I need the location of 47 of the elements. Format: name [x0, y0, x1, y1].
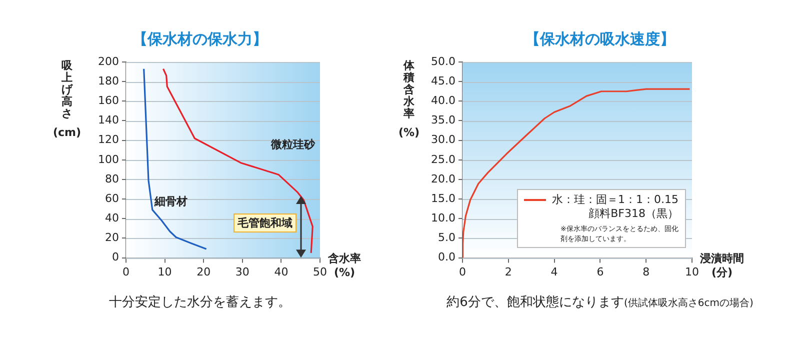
y-tick-label: 20 — [104, 231, 119, 244]
y-tick-label: 40 — [104, 212, 119, 224]
series-label: 微粒珪砂 — [270, 136, 315, 152]
y-tick-label: 200 — [98, 54, 119, 68]
x-tick-label: 0 — [458, 265, 466, 278]
text: 約6分で、飽和状態になります — [446, 295, 624, 310]
y-tick-label: 35.0 — [430, 114, 456, 127]
x-tick-label: 4 — [550, 265, 558, 278]
x-axis-title: 浸漬時間 (分) — [700, 252, 744, 280]
y-tick-label: 80 — [104, 172, 119, 186]
x-tick-label: 6 — [596, 265, 604, 278]
y-tick-label: 10.0 — [430, 212, 456, 224]
x-tick-label: 40 — [274, 265, 288, 278]
y-axis-title: 体積含水率 (%) — [397, 59, 421, 139]
y-tick-label: 25.0 — [430, 152, 456, 166]
x-axis-title: 含水率 (%) — [328, 252, 361, 280]
x-tick-label: 50 — [313, 265, 327, 278]
y-tick-label: 0.0 — [438, 250, 456, 264]
legend-label: 水：珪：固＝1：1：0.15 顔料BF318（黒） — [552, 192, 678, 221]
y-tick-label: 50.0 — [430, 54, 456, 68]
y-tick-label: 60 — [104, 192, 119, 205]
y-tick-label: 120 — [98, 133, 119, 146]
annotation: 毛管飽和域 — [234, 213, 297, 232]
chart-title: 【保水材の保水力】 — [132, 30, 268, 49]
y-tick-label: 30.0 — [430, 133, 456, 146]
y-tick-label: 20.0 — [430, 172, 456, 186]
y-tick-label: 160 — [98, 94, 119, 108]
y-tick-label: 140 — [98, 114, 119, 127]
x-tick-label: 10 — [685, 265, 699, 278]
text: (供試体吸水高さ6cmの場合) — [624, 298, 754, 309]
y-tick-label: 100 — [98, 152, 119, 166]
y-tick-label: 15.0 — [430, 192, 456, 205]
y-tick-label: 45.0 — [430, 74, 456, 88]
x-tick-label: 8 — [642, 265, 650, 278]
y-tick-label: 40.0 — [430, 94, 456, 108]
chart-title: 【保水材の吸水速度】 — [524, 30, 676, 49]
x-tick-label: 20 — [196, 265, 211, 278]
x-tick-label: 0 — [122, 265, 130, 278]
y-tick-label: 180 — [98, 74, 119, 88]
x-tick-label: 10 — [158, 265, 172, 278]
x-tick-label: 30 — [235, 265, 250, 278]
series-label: 細骨材 — [154, 194, 188, 210]
y-tick-label: 5.0 — [438, 231, 456, 244]
y-tick-label: 0 — [112, 250, 119, 264]
text: 十分安定した水分を蓄えます。 — [109, 295, 291, 310]
y-axis-title: 吸上げ高さ (cm) — [52, 59, 82, 139]
x-tick-label: 2 — [504, 265, 512, 278]
